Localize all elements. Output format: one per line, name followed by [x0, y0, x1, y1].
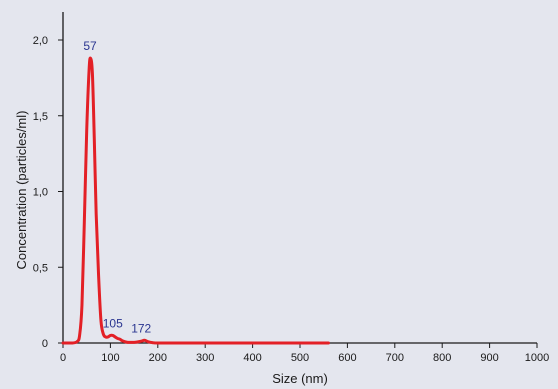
series-line-0 — [61, 56, 330, 345]
annotation-layer: 57 105 172 — [83, 39, 151, 335]
y-tick-label-1,5: 1,5 — [33, 111, 48, 123]
x-tick-label-400: 400 — [243, 352, 261, 364]
x-tick-label-100: 100 — [101, 352, 119, 364]
x-tick-label-900: 900 — [480, 352, 498, 364]
x-tick-label-500: 500 — [291, 352, 309, 364]
y-tick-label-2,0: 2,0 — [33, 35, 48, 47]
x-ticks: 0 100 200 300 400 500 600 700 800 900 1000 — [60, 343, 549, 364]
x-tick-label-300: 300 — [196, 352, 214, 364]
axes — [62, 12, 537, 344]
y-tick-label-0: 0 — [42, 338, 48, 350]
y-tick-label-1,0: 1,0 — [33, 187, 48, 199]
x-tick-label-700: 700 — [386, 352, 404, 364]
y-axis-title: Concentration (particles/ml) — [14, 111, 29, 270]
peak-label-105: 105 — [103, 316, 123, 330]
x-tick-label-800: 800 — [433, 352, 451, 364]
x-tick-label-0: 0 — [60, 352, 66, 364]
x-tick-label-1000: 1000 — [525, 352, 549, 364]
x-axis-title: Size (nm) — [272, 371, 328, 386]
x-tick-label-200: 200 — [149, 352, 167, 364]
y-ticks: 0 0,5 1,0 1,5 2,0 — [33, 35, 63, 350]
y-tick-label-0,5: 0,5 — [33, 262, 48, 274]
peak-label-57: 57 — [83, 39, 97, 53]
x-tick-label-600: 600 — [338, 352, 356, 364]
peak-label-172: 172 — [131, 321, 151, 335]
series-layer — [61, 56, 330, 345]
